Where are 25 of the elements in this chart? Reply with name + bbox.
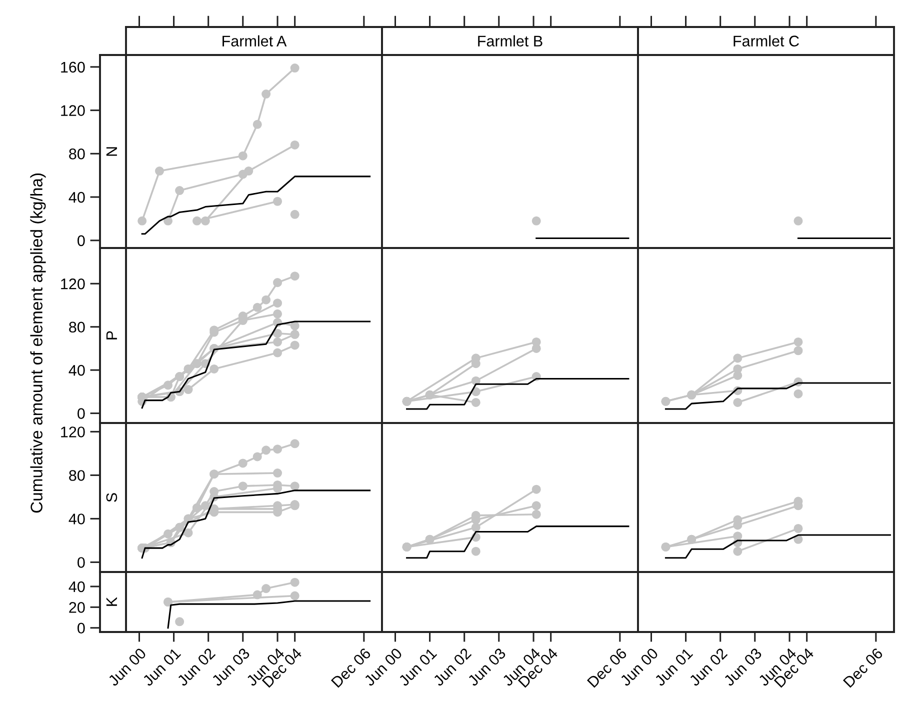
y-tick-label: 0 <box>78 622 85 634</box>
y-tick-label: 40 <box>68 192 85 203</box>
y-axis-title: P <box>106 331 117 340</box>
x-tick-label: Dec 06 <box>842 647 884 688</box>
y-tick-label: 20 <box>69 602 85 613</box>
y-tick-label: 0 <box>78 235 85 246</box>
y-axis-title: S <box>106 493 118 502</box>
text: Cumulative amount of element applied (kg/ha) <box>30 174 46 513</box>
y-tick-label: 40 <box>68 581 85 592</box>
y-tick-label: 0 <box>78 557 85 568</box>
y-tick-label: 80 <box>69 470 85 481</box>
y-tick-label: 160 <box>61 62 85 73</box>
y-tick-label: 120 <box>61 278 85 290</box>
y-tick-label: 40 <box>68 364 85 376</box>
chart-title: Farmlet C <box>734 35 799 46</box>
chart-title: Farmlet A <box>222 35 287 46</box>
y-tick-label: 40 <box>68 514 85 524</box>
y-axis-title: N <box>106 147 117 156</box>
chart-title: Farmlet B <box>478 35 542 46</box>
y-tick-label: 80 <box>69 148 85 160</box>
y-tick-label: 120 <box>61 426 85 438</box>
y-tick-label: 120 <box>61 105 85 116</box>
y-tick-label: 0 <box>78 408 85 419</box>
y-axis-title: K <box>106 597 117 606</box>
y-tick-label: 80 <box>69 322 85 333</box>
